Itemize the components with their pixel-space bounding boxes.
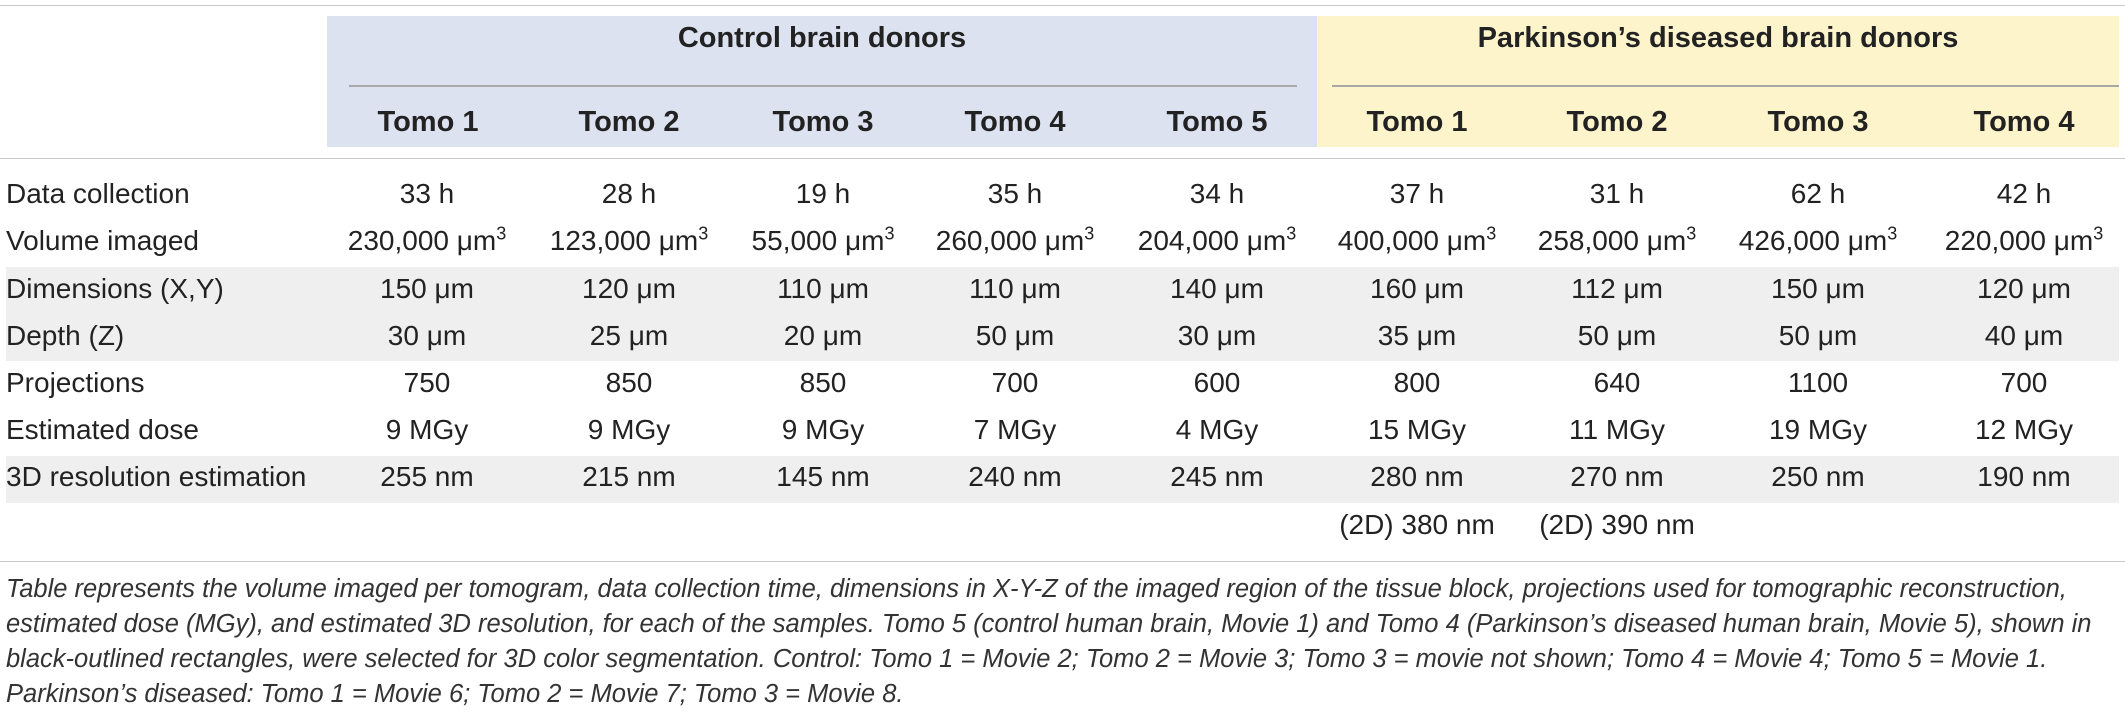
row-label: Depth (Z) [6, 320, 125, 351]
table-cell: 800 [1393, 367, 1441, 398]
table-cell: 9 MGy [587, 414, 671, 445]
control-header-band [327, 16, 1317, 147]
table-cell-note: (2D) 380 nm [1339, 509, 1495, 540]
table-cell: 215 nm [582, 461, 676, 492]
table-cell: 145 nm [776, 461, 870, 492]
table-cell: 112 μm [1571, 273, 1663, 304]
column-header: Tomo 2 [578, 106, 680, 138]
parkinsons-group-title: Parkinson’s diseased brain donors [1477, 22, 1959, 54]
table-cell: 190 nm [1977, 461, 2071, 492]
table-cell: 260,000 μm3 [935, 223, 1095, 256]
table-cell: 4 MGy [1175, 414, 1259, 445]
table-cell: 600 [1193, 367, 1241, 398]
table-cell: 700 [991, 367, 1039, 398]
table-cell: 9 MGy [385, 414, 469, 445]
table-cell: 120 μm [582, 273, 676, 304]
column-header: Tomo 3 [772, 106, 874, 138]
table-cell: 7 MGy [973, 414, 1057, 445]
table-cell: 19 h [795, 178, 851, 209]
table-cell: 30 μm [1177, 320, 1257, 351]
table-cell: 30 μm [387, 320, 467, 351]
table-cell: 9 MGy [781, 414, 865, 445]
table-top-rule [0, 5, 2125, 6]
row-stripe [6, 456, 2119, 503]
column-header: Tomo 1 [377, 106, 479, 138]
table-cell: 50 μm [1778, 320, 1858, 351]
table-cell: 42 h [1996, 178, 2052, 209]
table-cell: 40 μm [1984, 320, 2064, 351]
table-cell: 25 μm [589, 320, 669, 351]
table-cell: 270 nm [1570, 461, 1664, 492]
table-cell: 160 μm [1370, 273, 1464, 304]
column-header: Tomo 2 [1566, 106, 1668, 138]
table-cell: 280 nm [1370, 461, 1464, 492]
table-cell: 35 μm [1377, 320, 1457, 351]
table-cell: 110 μm [969, 273, 1061, 304]
row-label: Volume imaged [6, 225, 200, 256]
column-header: Tomo 5 [1166, 106, 1268, 138]
table-cell: 850 [799, 367, 847, 398]
table-bottom-rule [0, 561, 2125, 562]
table-cell: 120 μm [1977, 273, 2071, 304]
table-cell: 28 h [601, 178, 657, 209]
column-header: Tomo 3 [1767, 106, 1869, 138]
table-cell: 240 nm [968, 461, 1062, 492]
table-cell-note: (2D) 390 nm [1539, 509, 1695, 540]
row-label: Projections [6, 367, 145, 398]
table-cell: 20 μm [783, 320, 863, 351]
row-label: 3D resolution estimation [6, 461, 307, 492]
table-cell: 700 [2000, 367, 2048, 398]
table-cell: 250 nm [1771, 461, 1865, 492]
table-cell: 62 h [1790, 178, 1846, 209]
row-stripe [6, 267, 2119, 314]
table-cell: 245 nm [1170, 461, 1264, 492]
row-label: Estimated dose [6, 414, 199, 445]
table-cell: 35 h [987, 178, 1043, 209]
table-caption: Table represents the volume imaged per t… [6, 575, 2092, 708]
table-cell: 37 h [1389, 178, 1445, 209]
table-cell: 400,000 μm3 [1337, 223, 1497, 256]
table-cell: 140 μm [1170, 273, 1264, 304]
table-cell: 19 MGy [1768, 414, 1868, 445]
header-bottom-rule [0, 158, 2125, 159]
table-cell: 110 μm [777, 273, 869, 304]
parkinsons-group-rule [1332, 85, 2119, 87]
table-cell: 850 [605, 367, 653, 398]
column-header: Tomo 1 [1366, 106, 1468, 138]
table-cell: 230,000 μm3 [347, 223, 507, 256]
table-cell: 426,000 μm3 [1738, 223, 1898, 256]
table-cell: 12 MGy [1974, 414, 2074, 445]
table-cell: 33 h [399, 178, 455, 209]
table-cell: 50 μm [1577, 320, 1657, 351]
row-label: Data collection [6, 178, 190, 209]
table-cell: 255 nm [380, 461, 474, 492]
table-cell: 55,000 μm3 [751, 223, 895, 256]
row-label: Dimensions (X,Y) [6, 273, 224, 304]
column-header: Tomo 4 [964, 106, 1066, 138]
table-cell: 123,000 μm3 [549, 223, 709, 256]
table-cell: 11 MGy [1569, 414, 1665, 445]
parkinsons-header-band [1317, 16, 2119, 147]
table-cell: 220,000 μm3 [1944, 223, 2104, 256]
table-cell: 640 [1593, 367, 1641, 398]
row-stripe [6, 314, 2119, 361]
table-cell: 750 [403, 367, 451, 398]
table-cell: 258,000 μm3 [1537, 223, 1697, 256]
table-cell: 1100 [1787, 367, 1849, 398]
table-cell: 204,000 μm3 [1137, 223, 1297, 256]
table-cell: 15 MGy [1367, 414, 1467, 445]
control-group-title: Control brain donors [677, 22, 967, 54]
table-cell: 34 h [1189, 178, 1245, 209]
column-header: Tomo 4 [1973, 106, 2075, 138]
table-cell: 150 μm [380, 273, 474, 304]
control-group-rule [349, 85, 1297, 87]
table-cell: 50 μm [975, 320, 1055, 351]
table-cell: 150 μm [1771, 273, 1865, 304]
table-cell: 31 h [1589, 178, 1645, 209]
